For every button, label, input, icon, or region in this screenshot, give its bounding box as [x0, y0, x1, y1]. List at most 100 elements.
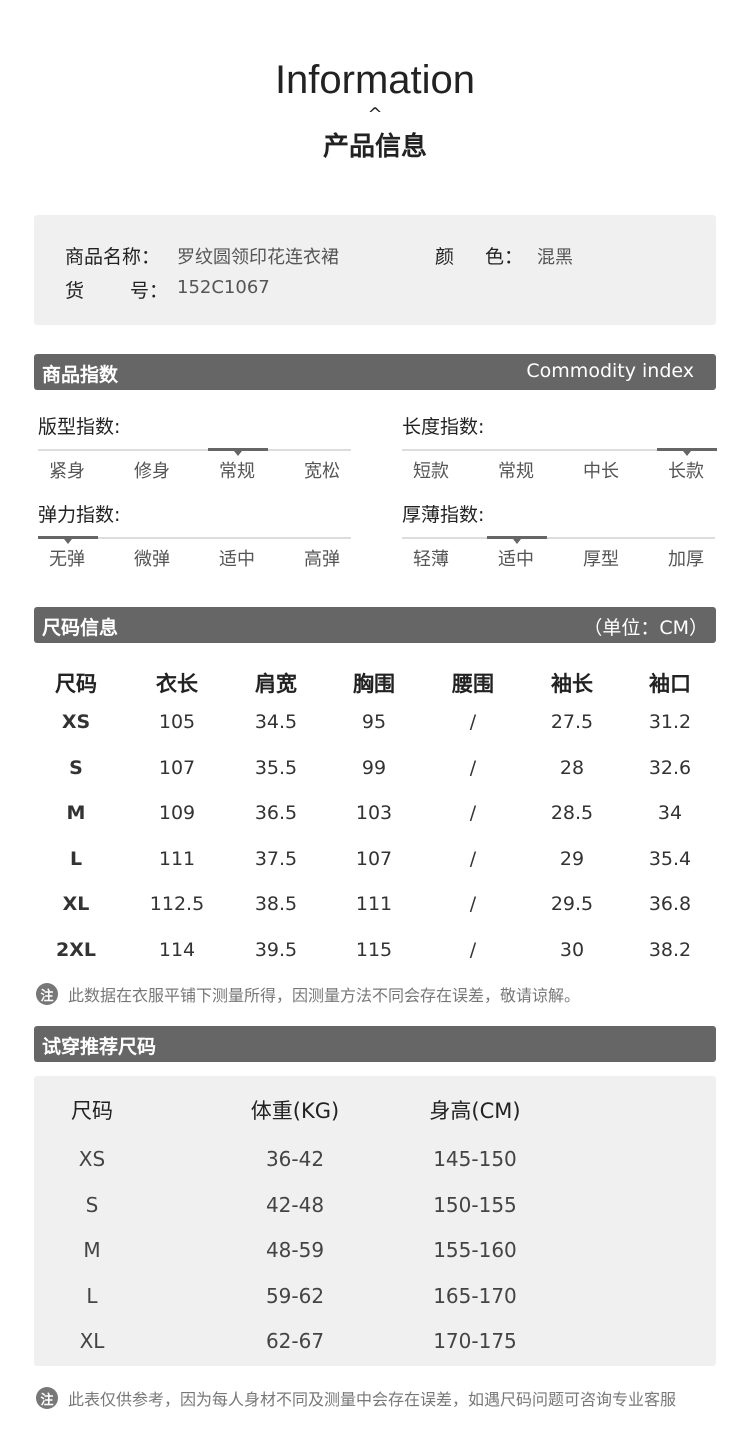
index-label: 长度指数: — [402, 416, 485, 438]
table-cell: / — [469, 939, 477, 961]
table-cell: 35.5 — [254, 756, 298, 779]
product-color: 混黑 — [537, 247, 573, 268]
index-scale — [402, 536, 715, 544]
size-section-header: 尺码信息 （单位：CM） — [34, 607, 716, 643]
fit-cell: 48-59 — [265, 1238, 325, 1263]
table-cell: 38.2 — [648, 939, 692, 961]
fit-cell: 155-160 — [433, 1238, 517, 1263]
fit-cell: 59-62 — [265, 1283, 325, 1308]
table-cell: 103 — [355, 802, 393, 825]
table-cell: 35.4 — [648, 847, 692, 870]
index-label: 厚薄指数: — [402, 504, 485, 526]
table-cell: 114 — [158, 939, 196, 961]
fit-cell: L — [86, 1283, 98, 1308]
index-option: 适中 — [498, 549, 534, 570]
table-cell: / — [469, 756, 477, 779]
table-header: 袖长 — [551, 672, 593, 696]
table-header: 肩宽 — [255, 672, 297, 696]
table-cell: 32.6 — [648, 756, 692, 779]
table-cell: 36.8 — [648, 893, 692, 916]
table-cell: 29.5 — [550, 893, 594, 916]
product-sku: 152C1067 — [177, 277, 270, 298]
sku-label: 号： — [130, 280, 169, 302]
fit-cell: 165-170 — [433, 1283, 517, 1308]
table-cell: 105 — [158, 711, 196, 733]
table-cell: S — [69, 756, 83, 779]
index-option: 加厚 — [668, 549, 704, 570]
table-cell: / — [469, 802, 477, 825]
index-label: 弹力指数: — [38, 504, 121, 526]
table-cell: XL — [62, 893, 90, 916]
table-cell: 38.5 — [254, 893, 298, 916]
table-cell: 27.5 — [550, 711, 594, 733]
index-scale — [38, 448, 351, 456]
fit-cell: M — [83, 1238, 101, 1263]
color-label: 颜 — [435, 246, 455, 268]
table-cell: 36.5 — [254, 802, 298, 825]
table-header: 袖口 — [649, 672, 691, 696]
fit-section-header: 试穿推荐尺码 — [34, 1026, 716, 1062]
table-cell: 39.5 — [254, 939, 298, 961]
table-cell: 111 — [355, 893, 393, 916]
table-cell: 115 — [355, 939, 393, 961]
table-header: 尺码 — [55, 672, 97, 696]
table-cell: L — [69, 847, 83, 870]
index-option: 紧身 — [49, 461, 85, 482]
fit-cell: 170-175 — [433, 1329, 517, 1354]
page-subtitle: 产品信息 — [322, 132, 427, 162]
index-option: 微弹 — [134, 549, 170, 570]
table-cell: 107 — [355, 847, 393, 870]
index-section-header: 商品指数 Commodity index — [34, 354, 716, 390]
fit-cell: 42-48 — [265, 1192, 325, 1217]
sku-label: 货 — [65, 280, 85, 302]
table-cell: / — [469, 711, 477, 733]
table-cell: / — [469, 893, 477, 916]
note-text: 此数据在衣服平铺下测量所得，因测量方法不同会存在误差，敬请谅解。 — [68, 986, 581, 1005]
fit-header: 身高(CM) — [429, 1099, 521, 1123]
table-cell: 28 — [559, 756, 585, 779]
index-scale — [402, 448, 717, 456]
note-icon: 注 — [36, 983, 58, 1005]
table-cell: 95 — [361, 711, 387, 733]
fit-cell: XS — [78, 1147, 106, 1171]
index-option: 常规 — [498, 461, 534, 482]
index-option: 高弹 — [304, 549, 340, 570]
note-icon: 注 — [36, 1387, 58, 1409]
table-cell: 107 — [158, 756, 196, 779]
index-option: 适中 — [219, 549, 255, 570]
index-option: 常规 — [219, 461, 255, 482]
table-cell: 37.5 — [254, 847, 298, 870]
table-cell: 31.2 — [648, 711, 692, 733]
index-option: 轻薄 — [413, 549, 449, 570]
fit-table-box — [34, 1076, 716, 1366]
fit-note: 注 此表仅供参考，因为每人身材不同及测量中会存在误差，如遇尺码问题可咨询专业客服 — [36, 1386, 676, 1410]
caret-icon: ^ — [367, 104, 383, 125]
table-cell: 112.5 — [149, 893, 205, 916]
index-option: 短款 — [413, 461, 449, 482]
table-cell: / — [469, 847, 477, 870]
color-label: 色： — [485, 246, 524, 268]
name-label: 商品名称： — [65, 246, 161, 268]
table-header: 腰围 — [452, 672, 494, 696]
table-cell: 34 — [657, 802, 683, 825]
fit-cell: S — [85, 1192, 99, 1217]
fit-cell: 62-67 — [265, 1329, 325, 1354]
index-marker — [38, 536, 98, 544]
table-cell: 111 — [158, 847, 196, 870]
size-note: 注 此数据在衣服平铺下测量所得，因测量方法不同会存在误差，敬请谅解。 — [36, 982, 580, 1006]
section-title: 商品指数 — [42, 364, 119, 386]
table-header: 胸围 — [353, 672, 395, 696]
product-name: 罗纹圆领印花连衣裙 — [177, 247, 339, 268]
table-cell: 109 — [158, 802, 196, 825]
section-title-en: Commodity index — [526, 360, 694, 382]
index-marker — [487, 536, 547, 544]
index-option: 修身 — [134, 461, 170, 482]
index-option: 无弹 — [49, 549, 85, 570]
index-label: 版型指数: — [38, 416, 121, 438]
page-title: Information — [274, 58, 476, 102]
section-title: 试穿推荐尺码 — [42, 1036, 157, 1058]
index-option: 宽松 — [304, 461, 340, 482]
table-cell: 28.5 — [550, 802, 594, 825]
index-option: 厚型 — [583, 549, 619, 570]
index-option: 中长 — [583, 461, 619, 482]
